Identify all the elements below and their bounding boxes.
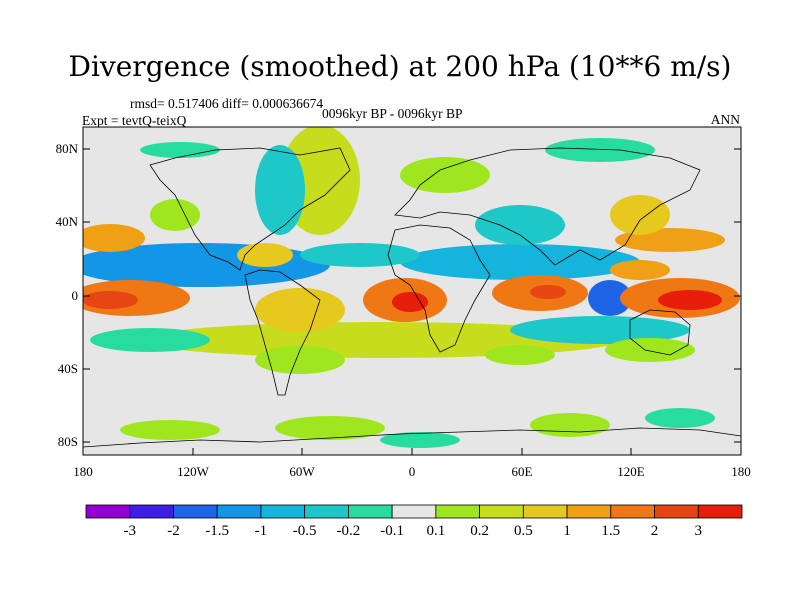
contour-band-4 xyxy=(510,316,690,344)
lon-axis xyxy=(82,448,742,455)
contour-nh-12 xyxy=(610,195,670,235)
coast-eurasia xyxy=(394,147,701,266)
lat-label-0: 0 xyxy=(72,288,79,303)
lon-tick-labels: 180 120W 60W 0 60E 120E 180 xyxy=(73,464,751,479)
lon-label-120w: 120W xyxy=(177,464,210,479)
contour-eq-7 xyxy=(530,285,566,299)
colorbar-label: 0.5 xyxy=(514,523,533,539)
period-label: 0096kyr BP - 0096kyr BP xyxy=(322,106,463,121)
contour-nh-9 xyxy=(300,243,420,267)
coast-antarctica xyxy=(83,427,741,448)
colorbar-swatch xyxy=(129,504,174,519)
colorbar-label: 3 xyxy=(695,523,703,539)
contour-nh-4 xyxy=(545,138,655,162)
colorbar-swatch xyxy=(347,504,393,519)
colorbar-swatch xyxy=(304,504,349,519)
lat-label-80n: 80N xyxy=(56,141,79,156)
contour-eq-8 xyxy=(588,280,632,316)
lon-label-120e: 120E xyxy=(617,464,645,479)
coast-south-america xyxy=(244,269,321,396)
coast-north-america xyxy=(149,147,351,271)
contour-sh-8 xyxy=(645,408,715,428)
contour-sh-9 xyxy=(380,432,460,448)
contour-eq-3 xyxy=(255,288,345,332)
contour-nh-5 xyxy=(140,142,220,158)
contour-eq-5 xyxy=(392,292,428,312)
colorbar-swatch xyxy=(522,504,568,519)
colorbar xyxy=(85,504,743,519)
colorbar-swatch xyxy=(654,504,699,519)
colorbar-label: -0.1 xyxy=(380,523,404,539)
lon-label-60w: 60W xyxy=(289,464,315,479)
colorbar-label: -2 xyxy=(167,523,180,539)
colorbar-swatch xyxy=(697,504,743,519)
colorbar-label: 0.1 xyxy=(426,523,445,539)
season-label: ANN xyxy=(710,112,740,127)
contour-sh-3 xyxy=(605,338,695,362)
lat-label-40n: 40N xyxy=(56,214,79,229)
colorbar-swatch xyxy=(435,504,481,519)
contour-sh-4 xyxy=(90,328,210,352)
contour-eq-10 xyxy=(658,290,722,310)
colorbar-label: -1 xyxy=(255,523,268,539)
contour-nh-7 xyxy=(150,199,200,231)
lat-label-80s: 80S xyxy=(58,434,78,449)
colorbar-labels: -3 -2 -1.5 -1 -0.5 -0.2 -0.1 0.1 0.2 0.5 1 1.5 2 3 xyxy=(123,523,702,539)
colorbar-label: -1.5 xyxy=(205,523,229,539)
contour-eq-11 xyxy=(610,260,670,280)
coastlines xyxy=(83,147,741,448)
contour-nh-10 xyxy=(475,205,565,245)
lon-label-180e: 180 xyxy=(731,464,751,479)
colorbar-label: -0.2 xyxy=(337,523,361,539)
lat-tick-labels: 80N 40N 0 40S 80S xyxy=(56,141,79,449)
colorbar-label: -3 xyxy=(123,523,136,539)
contour-sh-1 xyxy=(255,346,345,374)
colorbar-swatch xyxy=(566,504,612,519)
experiment-label: Expt = tevtQ-teixQ xyxy=(82,113,187,128)
stats-label: rmsd= 0.517406 diff= 0.000636674 xyxy=(130,96,324,111)
coast-africa xyxy=(387,224,491,353)
map-title: Divergence (smoothed) at 200 hPa (10**6 … xyxy=(68,50,732,83)
colorbar-swatch xyxy=(260,504,306,519)
colorbar-label: 0.2 xyxy=(470,523,489,539)
lon-label-60e: 60E xyxy=(512,464,533,479)
lat-label-40s: 40S xyxy=(58,361,78,376)
contour-band-2 xyxy=(400,244,640,280)
contour-sh-7 xyxy=(530,413,610,437)
lon-label-0: 0 xyxy=(409,464,416,479)
contour-nh-3 xyxy=(400,157,490,193)
colorbar-swatch xyxy=(610,504,655,519)
contour-sh-5 xyxy=(120,420,220,440)
divergence-field xyxy=(83,127,740,448)
colorbar-label: 1 xyxy=(563,523,571,539)
colorbar-swatch xyxy=(479,504,524,519)
contour-nh-2 xyxy=(255,145,305,235)
colorbar-swatch xyxy=(216,504,262,519)
colorbar-label: -0.5 xyxy=(293,523,317,539)
colorbar-label: 1.5 xyxy=(601,523,620,539)
contour-nh-6 xyxy=(83,224,145,252)
colorbar-swatch xyxy=(85,504,131,519)
colorbar-swatch xyxy=(173,504,218,519)
contour-sh-2 xyxy=(485,345,555,365)
contour-eq-2 xyxy=(83,291,138,309)
colorbar-swatch xyxy=(391,504,437,519)
colorbar-label: 2 xyxy=(651,523,659,539)
coast-australia xyxy=(629,309,691,356)
contour-sh-6 xyxy=(275,416,385,440)
lat-axis xyxy=(83,148,741,443)
lon-label-180w: 180 xyxy=(73,464,93,479)
